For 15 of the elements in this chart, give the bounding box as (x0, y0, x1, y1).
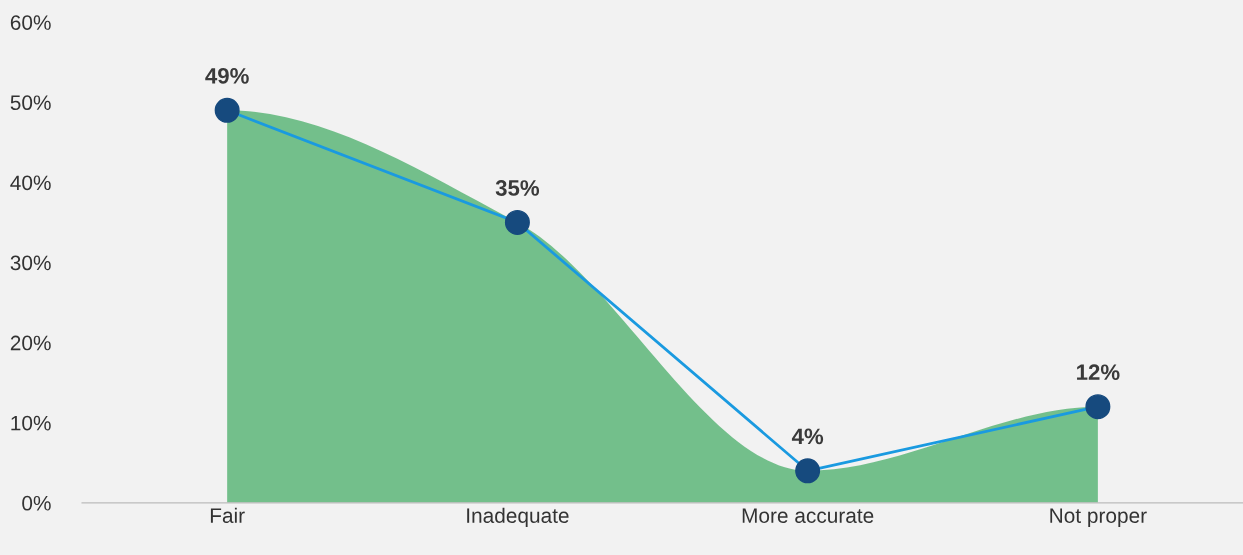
data-label: 12% (1077, 364, 1120, 381)
x-tick-label: Not proper (1050, 508, 1147, 528)
y-tick-label: 60% (10, 15, 51, 30)
data-label: 4% (791, 428, 824, 445)
y-tick-label: 20% (10, 335, 51, 351)
x-tick-label: Fair (210, 507, 245, 523)
x-tick-label: Inadequate (467, 507, 569, 528)
x-tick-label: More accurate (742, 508, 874, 523)
y-tick-label: 0% (22, 495, 51, 511)
y-tick-label: 10% (11, 415, 51, 431)
data-label: 49% (205, 67, 249, 84)
data-label: 35% (495, 180, 540, 196)
y-tick-label: 50% (10, 95, 51, 111)
y-tick-label: 30% (10, 255, 51, 271)
y-tick-label: 40% (10, 175, 51, 191)
